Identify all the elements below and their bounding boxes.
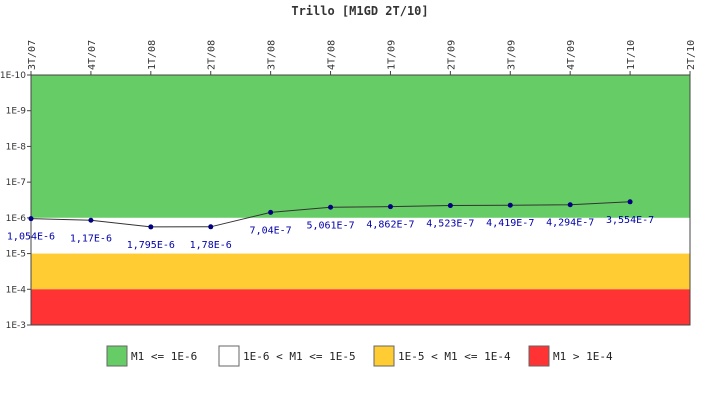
data-point <box>507 202 513 208</box>
data-point <box>627 199 633 205</box>
data-point <box>447 203 453 209</box>
x-tick-label: 4T/07 <box>87 40 98 70</box>
data-label: 4,523E-7 <box>426 219 474 230</box>
legend-swatch <box>528 345 550 367</box>
data-point <box>328 204 334 210</box>
y-tick-label: 1E-7 <box>6 178 26 188</box>
data-point <box>208 224 214 230</box>
data-point <box>148 224 154 230</box>
data-label: 3,554E-7 <box>606 215 654 226</box>
y-tick-label: 1E-10 <box>0 71 26 81</box>
data-point <box>268 209 274 215</box>
x-tick-label: 4T/08 <box>327 40 338 70</box>
data-label: 4,419E-7 <box>486 218 534 229</box>
x-tick-label: 3T/08 <box>267 40 278 70</box>
x-tick-label: 1T/10 <box>626 40 637 70</box>
data-label: 1,78E-6 <box>190 240 232 251</box>
data-label: 5,061E-7 <box>306 220 354 231</box>
data-point <box>387 204 393 210</box>
band-2 <box>31 253 690 290</box>
data-point <box>28 216 34 222</box>
data-point <box>567 202 573 208</box>
y-tick-label: 1E-3 <box>6 321 26 331</box>
data-label: 4,862E-7 <box>366 220 414 231</box>
y-tick-label: 1E-9 <box>6 107 27 117</box>
x-tick-label: 3T/09 <box>506 40 517 70</box>
legend-swatch <box>218 345 240 367</box>
legend-swatch <box>106 345 128 367</box>
legend-label: 1E-5 < M1 <= 1E-4 <box>398 350 511 363</box>
y-tick-label: 1E-5 <box>6 250 26 260</box>
x-tick-label: 1T/08 <box>147 40 158 70</box>
data-point <box>88 217 94 223</box>
band-1 <box>31 217 690 254</box>
x-tick-label: 1T/09 <box>386 40 397 70</box>
legend-label: M1 <= 1E-6 <box>131 350 197 363</box>
data-label: 1,795E-6 <box>127 240 175 251</box>
data-label: 1,17E-6 <box>70 233 112 244</box>
y-tick-label: 1E-4 <box>6 285 27 295</box>
x-tick-label: 3T/07 <box>27 40 38 70</box>
data-label: 7,04E-7 <box>250 225 292 236</box>
x-tick-label: 2T/08 <box>207 40 218 70</box>
chart-title: Trillo [M1GD 2T/10] <box>291 4 428 18</box>
band-3 <box>31 289 690 325</box>
x-tick-label: 2T/09 <box>446 40 457 70</box>
data-label: 4,294E-7 <box>546 218 594 229</box>
legend-label: M1 > 1E-4 <box>553 350 613 363</box>
y-tick-label: 1E-8 <box>6 142 27 152</box>
plot-frame <box>30 74 691 326</box>
band-0 <box>31 75 690 218</box>
x-tick-label: 2T/10 <box>686 40 697 70</box>
x-tick-label: 4T/09 <box>566 40 577 70</box>
y-tick-label: 1E-6 <box>6 214 27 224</box>
data-label: 1,054E-6 <box>7 232 55 243</box>
legend-label: 1E-6 < M1 <= 1E-5 <box>243 350 356 363</box>
legend-swatch <box>373 345 395 367</box>
